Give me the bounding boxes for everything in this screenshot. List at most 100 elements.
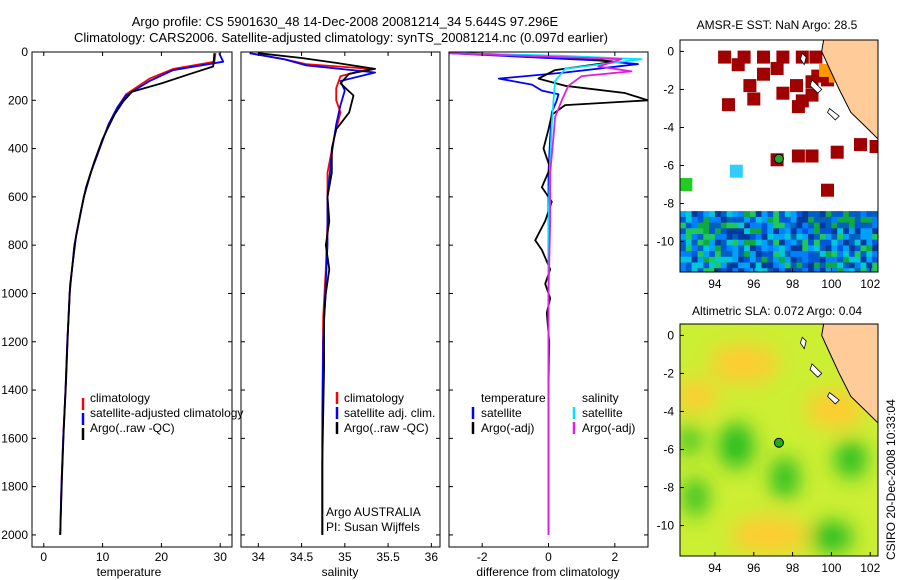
sst-grid-cell [709, 262, 716, 269]
salinity-legend: climatology satellite adj. clim. Argo(..… [335, 391, 435, 435]
sst-grid-cell [802, 222, 809, 229]
sst-grid-cell [860, 239, 867, 246]
sst-grid-cell [703, 245, 710, 252]
sst-grid-cell [854, 251, 862, 258]
sst-grid-cell [697, 234, 704, 241]
sst-grid-cell [872, 268, 878, 272]
sst-grid-cell [726, 262, 733, 269]
sst-grid-cell [691, 251, 698, 258]
sst-grid-cell [726, 256, 733, 264]
sst-grid-cell [837, 222, 844, 229]
sst-grid-cell [714, 222, 722, 229]
sst-grid-cell [808, 222, 815, 229]
sst-grid-cell [872, 245, 878, 252]
sst-grid-cell [773, 245, 780, 252]
sst-grid-cell [749, 262, 757, 269]
sst-grid-cell [813, 256, 821, 264]
sst-grid-cell [837, 256, 844, 264]
sst_map-ytick-label: -4 [663, 120, 674, 134]
sst-map-title: AMSR-E SST: NaN Argo: 28.5 [697, 18, 858, 32]
sst-grid-cell [831, 239, 838, 246]
annotation-pi: PI: Susan Wijffels [326, 520, 420, 534]
sst-grid-cell [767, 222, 774, 229]
legend-label-climatology: climatology [344, 391, 404, 405]
sst-grid-cell [825, 256, 832, 264]
title-line-1: Argo profile: CS 5901630_48 14-Dec-2008 … [132, 14, 559, 29]
sst-grid-cell [878, 228, 884, 234]
sst-grid-cell [720, 239, 728, 246]
sst-grid-cell [732, 211, 739, 218]
sst-patch-dark-red [809, 50, 823, 64]
sst-grid-cell [755, 211, 763, 218]
sst-grid-cell [761, 228, 768, 235]
sst-grid-cell [866, 256, 873, 264]
sst_map-ytick-label: -10 [657, 235, 675, 249]
sst-grid-cell [831, 262, 838, 269]
sst-grid-cell [848, 234, 856, 241]
sst-grid-cell [779, 211, 786, 218]
sst-patch-dark-red [747, 92, 761, 106]
sst-grid-cell [843, 228, 850, 235]
temperature-series-2-line [59, 53, 216, 535]
sst-grid-cell [685, 268, 693, 272]
sst-grid-cell [854, 268, 862, 272]
sst-patch-dark-red [869, 140, 878, 153]
sla-island [827, 391, 840, 405]
sla_map-ytick-label: -4 [663, 404, 674, 418]
difference-series-1-line [465, 52, 648, 535]
sst-grid-cell [831, 228, 838, 235]
sla-low-anomaly [718, 422, 754, 469]
salinity-series-0-line [249, 52, 372, 535]
sst-grid-cell [784, 262, 792, 269]
sst-grid-cell [685, 216, 693, 224]
sst-grid-cell [726, 216, 733, 224]
sst-grid-cell [819, 262, 827, 269]
sst-grid-cell [878, 257, 884, 263]
sst-grid-cell [755, 222, 763, 229]
sst-grid-cell [796, 211, 803, 218]
sst-grid-cell [860, 251, 867, 258]
sst-grid-cell [866, 234, 873, 241]
sst_map-xtick-label: 100 [821, 277, 841, 291]
sst-grid-cell [720, 216, 728, 224]
sst-grid-cell [720, 234, 728, 241]
sst-grid-cell [831, 211, 838, 218]
sst-grid-cell [831, 234, 838, 241]
sst-grid-cell [843, 251, 850, 258]
sst-grid-cell [808, 239, 815, 246]
sst-grid-cell [848, 239, 856, 246]
sst-grid-cell [726, 239, 733, 246]
sst-grid-cell [866, 245, 873, 252]
sst-grid-cell [691, 245, 698, 252]
sst-grid-cell [726, 268, 733, 272]
sst-grid-cell [749, 239, 757, 246]
sst-grid-cell [843, 245, 850, 252]
sst-argo-marker [773, 153, 784, 164]
sla-map-frame [679, 323, 879, 557]
depth-ytick-label: 800 [8, 238, 28, 252]
sst-grid-cell [779, 262, 786, 269]
sst-grid-cell [732, 251, 739, 258]
sla-map-panel: Altimetric SLA: 0.072 Argo: 0.04 94 96 98 1… [657, 304, 881, 575]
annotation-argo-australia: Argo AUSTRALIA [326, 505, 421, 519]
legend-label-satellite-adj: satellite adj. clim. [344, 406, 435, 420]
sst-grid-cell [813, 222, 821, 229]
sst-grid-cell [854, 222, 862, 229]
sst-grid-cell [709, 234, 716, 241]
sst-grid-cell [738, 211, 745, 218]
sst-grid-cell [726, 245, 733, 252]
sst-grid-cell [843, 268, 850, 272]
sst-grid-cell [866, 222, 873, 229]
sst-grid-cell [872, 251, 878, 258]
sst-grid-cell [848, 222, 856, 229]
sst-grid-cell [726, 228, 733, 235]
salinity-xtick-label: 35 [338, 550, 352, 564]
sst-patch-dark-red [830, 145, 844, 159]
sst_map-ytick-label: 0 [667, 44, 674, 58]
sst-grid-cell [767, 216, 774, 224]
sla-blob-layer [680, 344, 867, 555]
sst-grid-cell [843, 211, 850, 218]
sst-grid-cell [773, 216, 780, 224]
sst-grid-cell [685, 211, 693, 218]
sst-grid-cell [744, 222, 751, 229]
